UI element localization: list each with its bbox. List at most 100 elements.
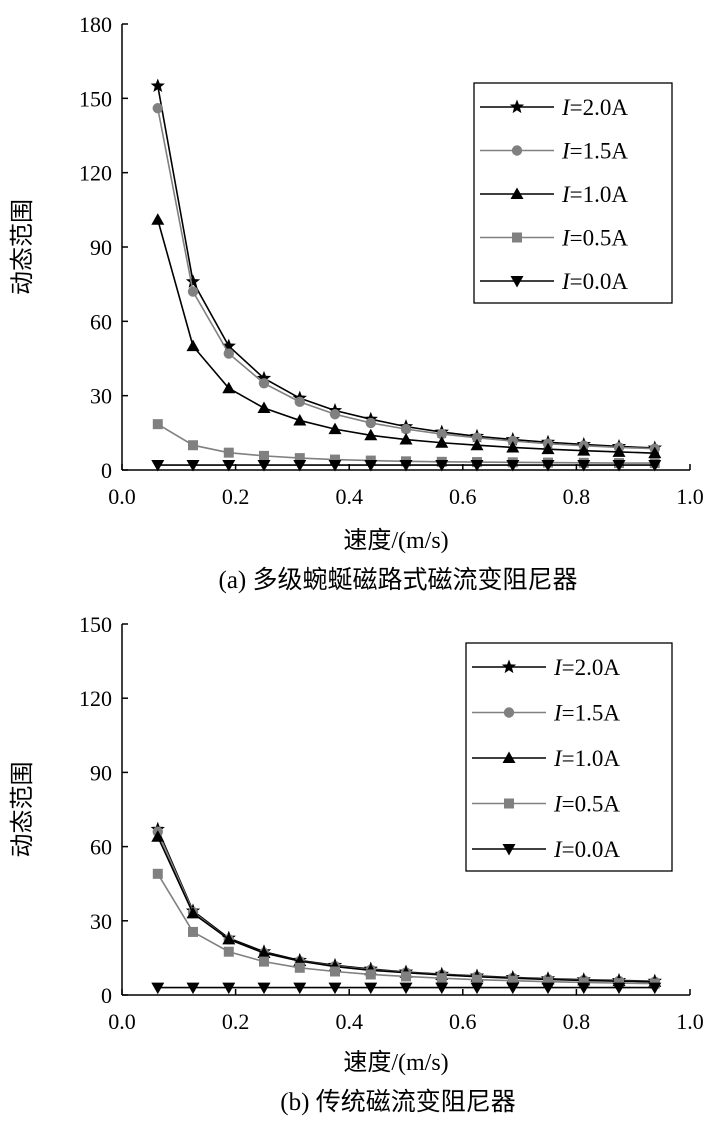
data-point: [256, 370, 272, 385]
data-point: [399, 460, 413, 472]
data-point: [648, 446, 662, 459]
data-point: [364, 982, 378, 995]
data-point: [186, 339, 200, 352]
data-point: [222, 381, 236, 394]
x-tick-label: 0.8: [563, 1009, 591, 1034]
x-tick-label: 0.6: [449, 1009, 477, 1034]
data-point: [543, 976, 553, 987]
data-point: [185, 274, 201, 288]
data-point: [258, 378, 270, 389]
data-point: [151, 213, 165, 225]
figure-caption: (b) 传统磁流变阻尼器: [280, 1088, 515, 1116]
data-point: [151, 460, 165, 472]
legend-label: I=2.0A: [553, 655, 620, 680]
data-point: [328, 422, 342, 435]
y-tick-label: 120: [79, 686, 112, 711]
data-point: [577, 460, 591, 472]
y-tick-label: 150: [79, 86, 112, 111]
chart-b: 0 30 60 90 120 150 0.0 0.2 0.4 0.6 0.8 1.0 速度/(m/s) 动…: [9, 612, 704, 1116]
data-point: [578, 977, 589, 988]
legend-marker: [512, 232, 522, 243]
data-point: [506, 460, 520, 472]
data-point: [612, 460, 626, 472]
chart-a: 0 30 60 90 120 150 180 0.0 0.2 0.4 0.6 0.8 1.0 速度/(m/…: [9, 12, 704, 594]
legend-label: I=1.5A: [553, 701, 620, 726]
data-point: [507, 975, 518, 986]
y-tick-label: 90: [90, 760, 112, 785]
legend-marker: [510, 276, 524, 288]
data-point: [294, 962, 305, 973]
data-point: [541, 442, 555, 455]
data-point: [577, 444, 591, 456]
data-point: [222, 982, 236, 995]
y-tick-label: 60: [90, 835, 112, 860]
data-point: [400, 423, 412, 435]
data-point: [186, 906, 200, 919]
series-1.0A: [151, 213, 662, 459]
data-point: [152, 419, 163, 430]
data-point: [506, 440, 520, 453]
series-0.0A: [151, 982, 662, 995]
data-point: [612, 445, 626, 457]
series-0.0A: [151, 460, 662, 472]
legend-label: I=0.5A: [561, 226, 628, 251]
data-point: [188, 440, 198, 451]
data-point: [294, 396, 305, 408]
legend-label: I=1.5A: [561, 139, 628, 164]
data-point: [223, 348, 234, 359]
data-point: [541, 460, 555, 472]
data-point: [328, 982, 342, 995]
data-point: [188, 926, 198, 937]
y-tick-label: 30: [90, 384, 112, 409]
data-point: [257, 982, 271, 995]
y-axis-title: 动态范围: [9, 762, 36, 858]
y-tick-label: 0: [101, 458, 112, 483]
data-point: [648, 982, 662, 995]
data-point: [612, 982, 626, 995]
legend-label: I=0.0A: [561, 269, 628, 294]
data-point: [293, 413, 307, 426]
data-point: [435, 436, 449, 448]
data-point: [257, 946, 271, 958]
data-point: [257, 401, 271, 414]
legend-marker: [502, 844, 516, 856]
data-point: [365, 417, 376, 429]
data-point: [399, 433, 413, 445]
data-point: [259, 450, 269, 461]
x-axis-title: 速度/(m/s): [343, 527, 448, 554]
y-tick-label: 30: [90, 909, 112, 934]
legend-marker: [510, 187, 524, 199]
x-tick-label: 1.0: [676, 484, 704, 509]
data-point: [151, 982, 165, 995]
data-point: [470, 982, 484, 995]
data-point: [470, 438, 484, 451]
legend-box: [473, 82, 673, 304]
data-point: [187, 286, 199, 297]
x-tick-label: 0.4: [335, 1009, 363, 1034]
x-tick-label: 0.2: [222, 1009, 250, 1034]
legend-label: I=2.0A: [561, 95, 628, 120]
data-point: [150, 78, 165, 93]
data-point: [186, 982, 200, 995]
x-tick-label: 0.4: [335, 484, 363, 509]
legend-marker: [501, 659, 517, 674]
data-point: [329, 409, 341, 420]
legend-label: I=1.0A: [561, 182, 628, 207]
data-point: [541, 982, 555, 995]
figure-caption: (a) 多级蜿蜒磁路式磁流变阻尼器: [219, 566, 578, 594]
data-point: [648, 460, 662, 472]
legend-marker: [504, 798, 514, 809]
data-point: [471, 432, 483, 443]
y-tick-label: 120: [79, 161, 112, 186]
data-point: [151, 830, 165, 842]
legend-label: I=0.5A: [553, 792, 620, 817]
data-point: [365, 969, 376, 980]
data-point: [257, 460, 271, 472]
y-tick-label: 150: [79, 612, 112, 637]
x-tick-label: 1.0: [676, 1009, 704, 1034]
data-point: [364, 460, 378, 472]
data-point: [435, 460, 449, 472]
legend-marker: [502, 751, 516, 763]
legend-marker: [509, 99, 525, 114]
